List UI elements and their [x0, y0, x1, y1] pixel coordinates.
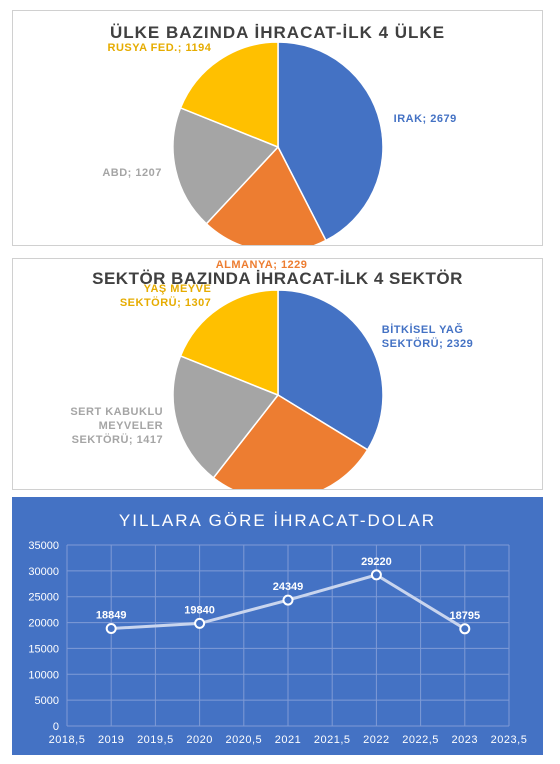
x-tick-label: 2022,5 [402, 734, 439, 746]
x-tick-label: 2020,5 [225, 734, 262, 746]
pie-slice [172, 354, 280, 479]
x-tick-label: 2022 [363, 734, 389, 746]
y-tick-label: 25000 [28, 592, 59, 604]
chart-title: ÜLKE BAZINDA İHRACAT-İLK 4 ÜLKE [109, 23, 446, 42]
data-label: ABD; 1207 [102, 166, 162, 179]
data-label: IRAK; 2679 [393, 113, 457, 126]
data-label: 18849 [96, 610, 127, 622]
x-tick-label: 2023,5 [491, 734, 528, 746]
y-tick-label: 35000 [28, 540, 59, 552]
x-tick-label: 2023 [452, 734, 478, 746]
pie-chart [172, 41, 384, 245]
pie-slice [277, 41, 384, 242]
data-label: YAŞ MEYVE SEKTÖRÜ; 1307 [119, 283, 212, 310]
data-label: 29220 [361, 556, 392, 568]
data-point [282, 594, 294, 606]
pie-chart [172, 289, 384, 489]
pie-slice [277, 289, 384, 451]
data-label: 24349 [273, 581, 304, 593]
pie-slice [205, 145, 327, 245]
data-label: BİTKİSEL YAĞ SEKTÖRÜ; 2329 [381, 323, 474, 350]
pie-slice [179, 289, 279, 397]
x-tick-label: 2021 [275, 734, 301, 746]
data-point [105, 623, 117, 635]
data-point [194, 617, 206, 629]
y-tick-label: 20000 [28, 618, 59, 630]
sector-pie-panel: BİTKİSEL YAĞ SEKTÖRÜ; 2329ERLİ MAMULLER … [12, 258, 543, 525]
x-tick-label: 2018,5 [49, 734, 86, 746]
country-pie-panel: IRAK; 2679 ALMANYA; 1229 ABD; 1207 RUSYA FE… [12, 10, 543, 271]
y-tick-label: 30000 [28, 566, 59, 578]
y-tick-label: 15000 [28, 643, 59, 655]
data-point [459, 623, 471, 635]
pie-slice [179, 41, 279, 149]
x-tick-label: 2020 [186, 734, 212, 746]
line-chart: 0 5000 10000 15000 20000 25000 30000 35000 2018,… [28, 540, 528, 746]
y-tick-label: 5000 [35, 695, 59, 707]
y-tick-label: 10000 [28, 669, 59, 681]
y-tick-label: 0 [53, 721, 59, 733]
data-label: 19840 [184, 604, 215, 616]
data-point [370, 569, 382, 581]
x-tick-label: 2019 [98, 734, 124, 746]
line-panel: 0 5000 10000 15000 20000 25000 30000 35000 2018,… [12, 497, 543, 755]
data-label: ALMANYA; 1229 [215, 258, 308, 271]
data-label: RUSYA FED.; 1194 [107, 42, 212, 55]
x-tick-label: 2019,5 [137, 734, 174, 746]
x-tick-label: 2021,5 [314, 734, 351, 746]
data-label: SERT KABUKLU MEYVELER SEKTÖRÜ; 1417 [70, 406, 164, 447]
pie-slice [212, 394, 369, 489]
data-label: 18795 [450, 610, 481, 622]
chart-title: SEKTÖR BAZINDA İHRACAT-İLK 4 SEKTÖR [92, 269, 463, 288]
chart-title: YILLARA GÖRE İHRACAT-DOLAR [118, 511, 437, 530]
